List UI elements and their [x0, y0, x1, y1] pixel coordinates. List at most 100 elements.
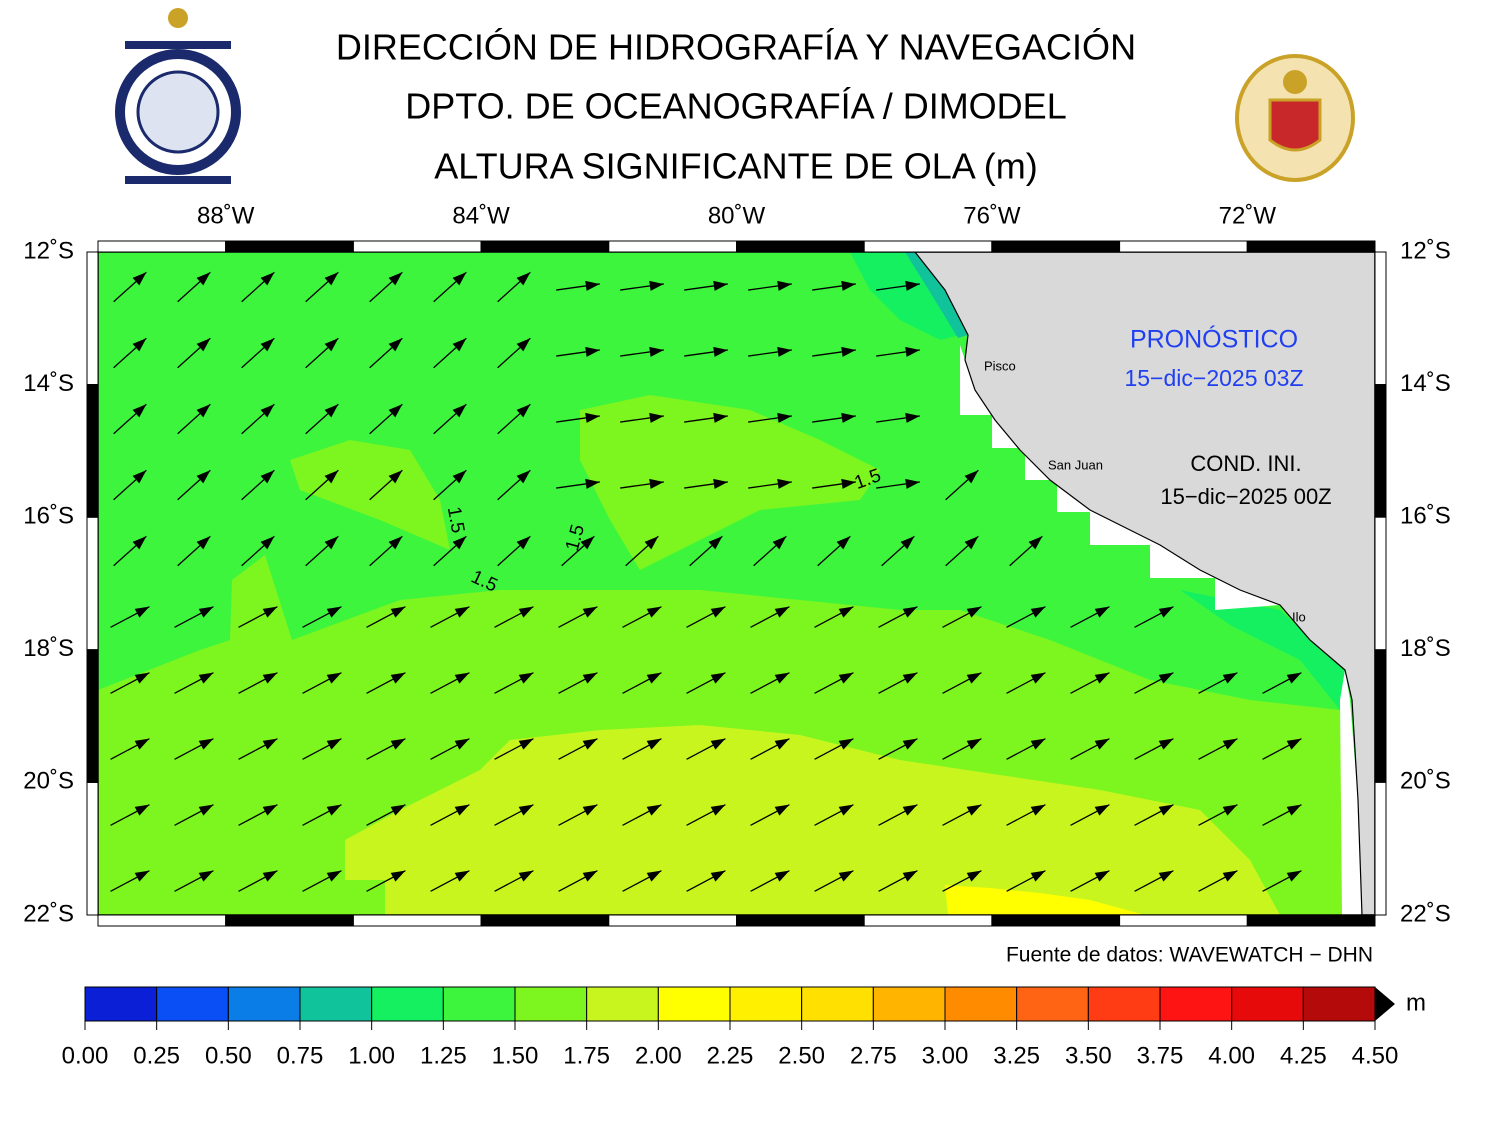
arrow-head [905, 346, 920, 357]
frame-segment [863, 240, 993, 253]
arrow-head [964, 536, 979, 550]
place-label: Ilo [1292, 609, 1306, 624]
arrow-head [838, 606, 854, 618]
colorbar-cell [657, 986, 731, 1022]
arrow-head [582, 804, 598, 816]
arrow-head [841, 478, 856, 489]
arrow-head [585, 280, 600, 291]
arrow-head [390, 804, 406, 816]
arrow-head [260, 470, 275, 484]
arrow-head [777, 412, 792, 423]
colorbar-tick-label: 3.75 [1137, 1042, 1184, 1069]
arrow-head [326, 870, 342, 882]
arrow-head [905, 412, 920, 423]
frame-segment [1374, 781, 1387, 916]
colorbar-tick-label: 0.25 [133, 1042, 180, 1069]
colorbar-tick-label: 0.75 [277, 1042, 324, 1069]
arrow-head [905, 280, 920, 291]
lon-tick-label: 76˚W [963, 202, 1021, 229]
arrow-head [454, 804, 470, 816]
logo-marina [1235, 54, 1355, 182]
colorbar-cell [1016, 986, 1089, 1022]
frame-segment [86, 649, 99, 783]
arrow-head [134, 804, 150, 816]
arrow-head [1094, 738, 1110, 750]
colorbar-cell [84, 986, 158, 1022]
colorbar-unit: m [1406, 989, 1426, 1016]
colorbar-cell [514, 986, 588, 1022]
arrow-head [134, 870, 150, 882]
arrow-head [646, 606, 662, 618]
arrow-head [452, 338, 467, 352]
frame-segment [1246, 240, 1376, 253]
colorbar-tick-label: 4.00 [1208, 1042, 1255, 1069]
source: Fuente de datos: WAVEWATCH − DHN [1006, 944, 1373, 967]
arrow-head [262, 738, 278, 750]
arrow-head [902, 606, 918, 618]
arrow-head [841, 412, 856, 423]
arrow-head [326, 606, 342, 618]
frame-segment [608, 240, 737, 253]
frame-segment [991, 914, 1121, 927]
colorbar-cell [586, 986, 659, 1022]
place-label: Pisco [984, 358, 1016, 373]
arrow-head [388, 272, 403, 286]
colorbar-tick-label: 4.25 [1280, 1042, 1327, 1069]
arrow-head [966, 804, 982, 816]
init-date: 15−dic−2025 00Z [1160, 484, 1331, 509]
arrow-head [326, 672, 342, 684]
arrow-head [516, 272, 531, 286]
arrow-head [582, 606, 598, 618]
forecast-label: PRONÓSTICO [1130, 325, 1298, 354]
arrow-head [516, 470, 531, 484]
frame-segment [480, 240, 610, 253]
arrow-head [582, 672, 598, 684]
arrow-head [710, 606, 726, 618]
colorbar-cell [156, 986, 229, 1022]
colorbar-cell [801, 986, 874, 1022]
arrow-head [390, 870, 406, 882]
arrow-head [649, 478, 664, 489]
field [945, 885, 1145, 915]
init-label: COND. INI. [1190, 451, 1301, 476]
arrow-head [710, 804, 726, 816]
arrow-head [644, 536, 659, 550]
frame-segment [736, 914, 865, 927]
colorbar-cell [944, 986, 1018, 1022]
arrow-head [585, 346, 600, 357]
arrow-head [713, 346, 728, 357]
arrow-head [1286, 870, 1302, 882]
arrow-head [1030, 606, 1046, 618]
arrow-head [841, 280, 856, 291]
arrow-head [902, 738, 918, 750]
colorbar-cell [299, 986, 373, 1022]
colorbar-cell [227, 986, 301, 1022]
arrow-head [262, 870, 278, 882]
arrow-head [1094, 606, 1110, 618]
frame-segment [352, 914, 482, 927]
arrow-head [1158, 804, 1174, 816]
logo-dhn [115, 8, 241, 184]
arrow-head [388, 470, 403, 484]
forecast-date: 15−dic−2025 03Z [1124, 365, 1303, 391]
arrow-head [324, 536, 339, 550]
lon-tick-label: 88˚W [197, 202, 255, 229]
colorbar-tick-label: 0.50 [205, 1042, 252, 1069]
arrow-head [260, 536, 275, 550]
arrow-head [708, 536, 723, 550]
arrow-head [1094, 672, 1110, 684]
arrow-head [1030, 804, 1046, 816]
arrow-head [1094, 804, 1110, 816]
arrow-head [260, 272, 275, 286]
arrow-head [649, 280, 664, 291]
arrow-head [196, 338, 211, 352]
arrow-head [196, 404, 211, 418]
arrow-head [326, 804, 342, 816]
frame-segment [86, 516, 99, 651]
arrow-head [518, 738, 534, 750]
arrow-head [388, 536, 403, 550]
colorbar-tick-label: 3.25 [993, 1042, 1040, 1069]
lat-tick-label: 22˚S [1400, 900, 1451, 927]
arrow-head [1028, 536, 1043, 550]
lat-tick-label: 16˚S [1400, 503, 1451, 530]
